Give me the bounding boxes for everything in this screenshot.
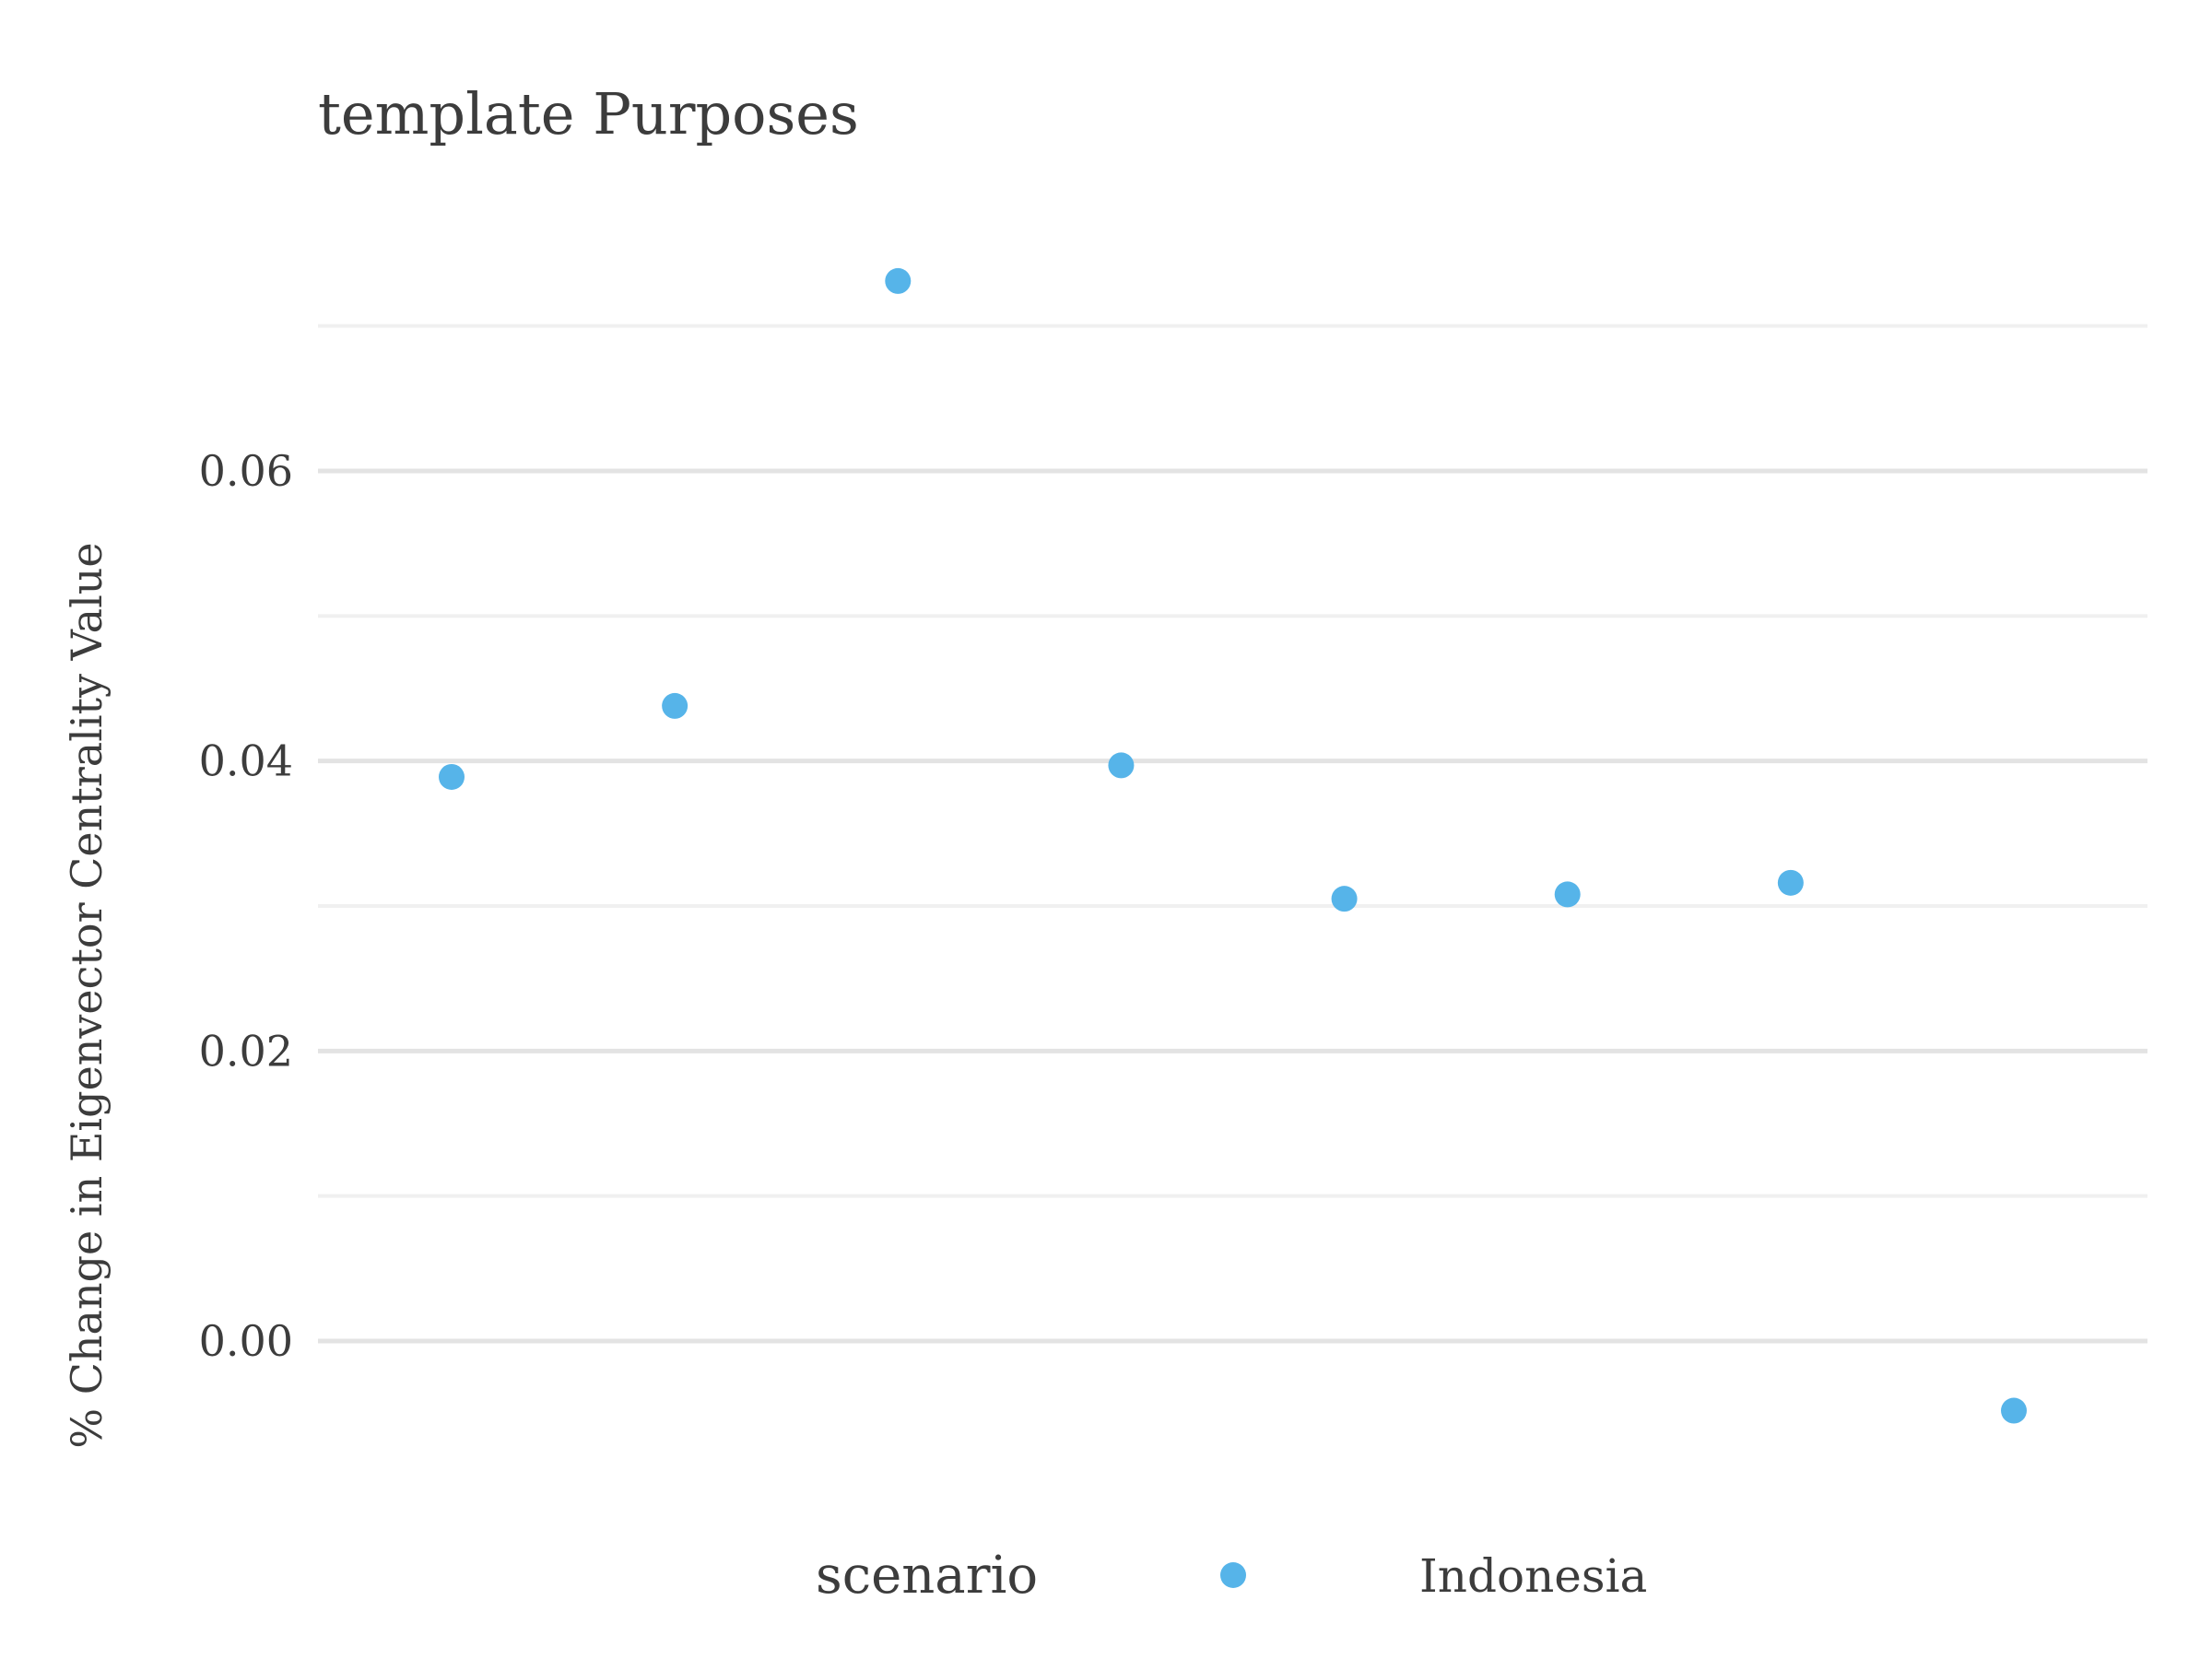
y-tick-label: 0.06 — [199, 446, 293, 496]
y-tick-label: 0.02 — [199, 1026, 293, 1076]
legend: scenario Indonesia — [816, 1546, 1647, 1606]
legend-swatch — [1220, 1562, 1246, 1588]
data-point — [1777, 869, 1804, 896]
y-tick-label: 0.04 — [199, 736, 293, 786]
y-tick-label: 0.00 — [199, 1316, 293, 1366]
y-ticks: 0.00 0.02 0.04 0.06 — [199, 446, 293, 1366]
data-point — [2001, 1397, 2027, 1424]
data-point — [1554, 881, 1581, 908]
data-point — [439, 763, 465, 790]
legend-title: scenario — [816, 1546, 1038, 1606]
data-point — [662, 692, 688, 719]
data-point — [1331, 886, 1358, 912]
data-point — [1108, 752, 1135, 779]
chart-title: template Purposes — [318, 80, 859, 147]
legend-label: Indonesia — [1419, 1549, 1647, 1603]
grid — [318, 324, 2147, 1344]
y-axis-label: % Change in Eigenvector Centrality Value — [62, 542, 112, 1448]
data-points — [439, 267, 2027, 1424]
data-point — [885, 267, 912, 294]
